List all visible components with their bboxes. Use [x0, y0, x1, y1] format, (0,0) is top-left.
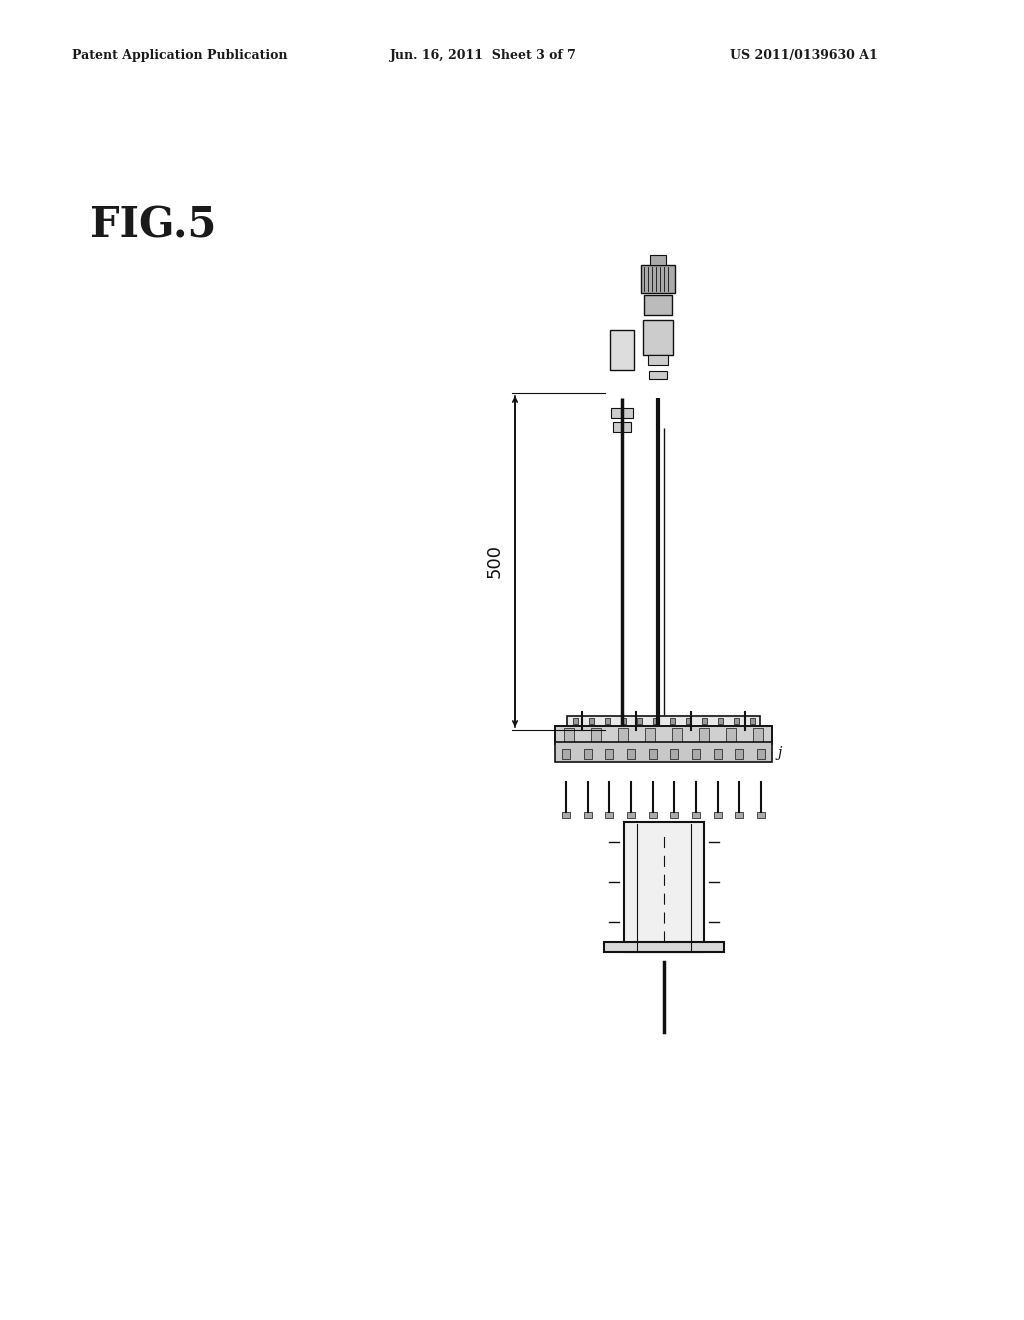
Bar: [555, 726, 772, 744]
Bar: [757, 748, 765, 759]
Text: FIG.5: FIG.5: [90, 205, 216, 246]
Bar: [644, 294, 672, 315]
Bar: [573, 718, 578, 723]
Bar: [589, 741, 594, 747]
Bar: [653, 718, 658, 723]
Bar: [591, 729, 601, 742]
Bar: [617, 729, 628, 742]
Bar: [734, 718, 739, 723]
Bar: [649, 371, 667, 379]
Bar: [589, 718, 594, 723]
Bar: [567, 715, 760, 730]
Bar: [671, 748, 678, 759]
Bar: [637, 741, 642, 747]
Bar: [718, 718, 723, 723]
Bar: [735, 748, 743, 759]
Bar: [686, 741, 690, 747]
Bar: [726, 729, 736, 742]
Text: Jun. 16, 2011  Sheet 3 of 7: Jun. 16, 2011 Sheet 3 of 7: [390, 49, 577, 62]
Bar: [603, 942, 724, 952]
Bar: [643, 319, 673, 355]
Bar: [605, 741, 610, 747]
Text: Patent Application Publication: Patent Application Publication: [72, 49, 288, 62]
Bar: [648, 748, 656, 759]
Bar: [648, 812, 656, 818]
Text: 500: 500: [486, 544, 504, 578]
Bar: [562, 748, 569, 759]
Bar: [718, 741, 723, 747]
Bar: [627, 812, 635, 818]
Bar: [750, 718, 755, 723]
Bar: [757, 812, 765, 818]
Bar: [613, 422, 631, 432]
Bar: [584, 748, 592, 759]
Bar: [605, 718, 610, 723]
Bar: [584, 812, 592, 818]
Bar: [627, 748, 635, 759]
Text: US 2011/0139630 A1: US 2011/0139630 A1: [730, 49, 878, 62]
Bar: [562, 812, 569, 818]
Bar: [735, 812, 743, 818]
Bar: [734, 741, 739, 747]
Bar: [624, 822, 703, 952]
Bar: [555, 742, 772, 762]
Bar: [672, 729, 682, 742]
Bar: [670, 718, 675, 723]
Bar: [563, 729, 573, 742]
Bar: [686, 718, 690, 723]
Bar: [610, 330, 634, 370]
Bar: [650, 255, 666, 265]
Bar: [692, 748, 700, 759]
Bar: [670, 741, 675, 747]
Bar: [645, 729, 655, 742]
Bar: [648, 355, 668, 366]
Bar: [692, 812, 700, 818]
Bar: [637, 718, 642, 723]
Bar: [714, 748, 722, 759]
Bar: [641, 265, 675, 293]
Bar: [611, 408, 633, 418]
Bar: [699, 729, 710, 742]
Bar: [653, 741, 658, 747]
Bar: [750, 741, 755, 747]
Bar: [605, 812, 613, 818]
Bar: [622, 741, 627, 747]
Bar: [701, 718, 707, 723]
Bar: [573, 741, 578, 747]
Bar: [701, 741, 707, 747]
Text: j: j: [778, 746, 782, 760]
Bar: [605, 748, 613, 759]
Bar: [671, 812, 678, 818]
Bar: [714, 812, 722, 818]
Bar: [754, 729, 764, 742]
Bar: [622, 718, 627, 723]
